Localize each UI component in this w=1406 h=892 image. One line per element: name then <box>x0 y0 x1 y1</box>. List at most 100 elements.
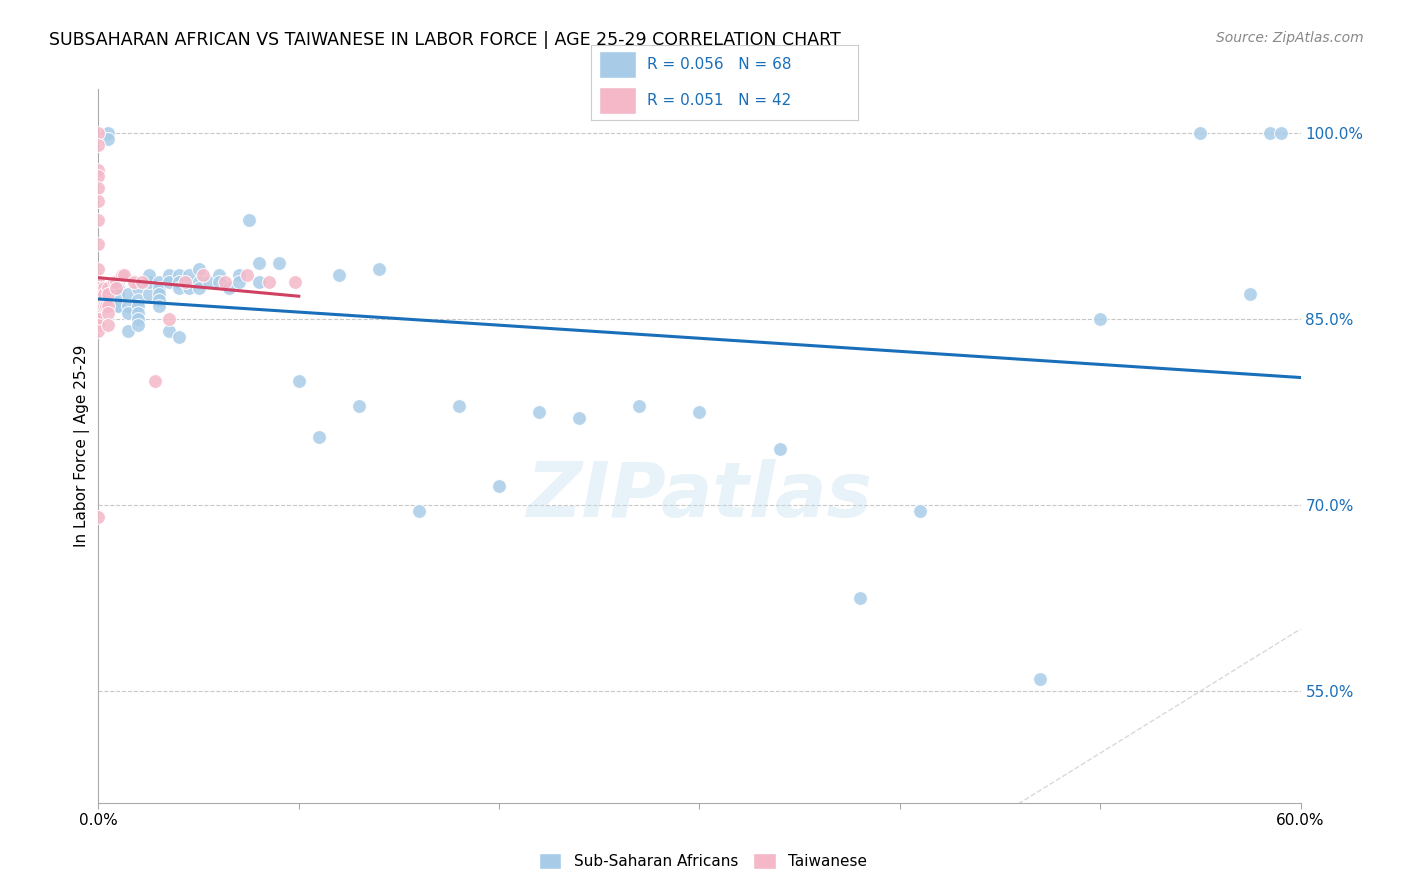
Y-axis label: In Labor Force | Age 25-29: In Labor Force | Age 25-29 <box>75 345 90 547</box>
Point <box>117 299 139 313</box>
Point <box>257 275 280 289</box>
Point <box>218 281 240 295</box>
Point <box>107 275 129 289</box>
Point <box>131 275 153 289</box>
Point <box>187 281 209 295</box>
Text: R = 0.056   N = 68: R = 0.056 N = 68 <box>647 57 792 72</box>
Text: SUBSAHARAN AFRICAN VS TAIWANESE IN LABOR FORCE | AGE 25-29 CORRELATION CHART: SUBSAHARAN AFRICAN VS TAIWANESE IN LABOR… <box>49 31 841 49</box>
Point <box>97 318 120 332</box>
Point <box>908 504 931 518</box>
Point <box>87 287 110 301</box>
Point <box>167 275 190 289</box>
Point <box>93 281 115 295</box>
Point <box>177 281 200 295</box>
Point <box>148 287 170 301</box>
Point <box>173 275 195 289</box>
Point <box>208 268 231 283</box>
Point <box>157 268 180 283</box>
Point <box>97 126 120 140</box>
Point <box>128 281 150 295</box>
Point <box>214 275 236 289</box>
Point <box>93 287 115 301</box>
Point <box>177 268 200 283</box>
Point <box>87 281 110 295</box>
Point <box>87 510 110 524</box>
Point <box>328 268 350 283</box>
Point <box>87 318 110 332</box>
Point <box>488 479 510 493</box>
Point <box>1270 126 1292 140</box>
Point <box>187 262 209 277</box>
Point <box>347 399 370 413</box>
Point <box>1029 672 1052 686</box>
Point <box>117 287 139 301</box>
Point <box>114 268 136 283</box>
Point <box>238 212 260 227</box>
Point <box>157 275 180 289</box>
Point <box>288 374 311 388</box>
Point <box>689 405 711 419</box>
Point <box>124 275 146 289</box>
Point <box>228 275 250 289</box>
Point <box>87 212 110 227</box>
Point <box>628 399 651 413</box>
Point <box>107 281 129 295</box>
Point <box>529 405 551 419</box>
Point <box>191 268 214 283</box>
Point <box>1260 126 1282 140</box>
Point <box>148 281 170 295</box>
Point <box>93 299 115 313</box>
Point <box>128 293 150 308</box>
Point <box>111 268 134 283</box>
Point <box>368 262 391 277</box>
Point <box>849 591 872 605</box>
Point <box>148 275 170 289</box>
Point <box>138 268 160 283</box>
Point <box>117 324 139 338</box>
Point <box>87 262 110 277</box>
Text: Source: ZipAtlas.com: Source: ZipAtlas.com <box>1216 31 1364 45</box>
Point <box>128 299 150 313</box>
Point <box>568 411 591 425</box>
Point <box>87 194 110 208</box>
Point <box>97 281 120 295</box>
Point <box>105 275 128 289</box>
Point <box>148 299 170 313</box>
Point <box>157 311 180 326</box>
Legend: Sub-Saharan Africans, Taiwanese: Sub-Saharan Africans, Taiwanese <box>533 847 873 875</box>
Point <box>87 169 110 183</box>
Point <box>247 256 270 270</box>
Point <box>769 442 792 456</box>
Point <box>128 305 150 319</box>
Point <box>97 287 120 301</box>
Point <box>284 275 307 289</box>
Point <box>408 504 430 518</box>
Point <box>97 305 120 319</box>
Bar <box>599 51 636 78</box>
Point <box>87 293 110 308</box>
Point <box>97 299 120 313</box>
Point <box>187 275 209 289</box>
Point <box>1239 287 1261 301</box>
Point <box>103 275 125 289</box>
Point <box>87 324 110 338</box>
Text: ZIPatlas: ZIPatlas <box>526 459 873 533</box>
Point <box>167 330 190 344</box>
Point <box>87 311 110 326</box>
Point <box>87 138 110 153</box>
Point <box>197 275 219 289</box>
Point <box>157 324 180 338</box>
Point <box>105 281 128 295</box>
Point <box>167 268 190 283</box>
Point <box>308 430 330 444</box>
Point <box>148 293 170 308</box>
Bar <box>599 87 636 114</box>
Point <box>128 311 150 326</box>
Point <box>247 275 270 289</box>
Point <box>138 275 160 289</box>
Point <box>228 268 250 283</box>
Text: R = 0.051   N = 42: R = 0.051 N = 42 <box>647 93 790 108</box>
Point <box>208 275 231 289</box>
Point <box>447 399 470 413</box>
Point <box>235 268 257 283</box>
